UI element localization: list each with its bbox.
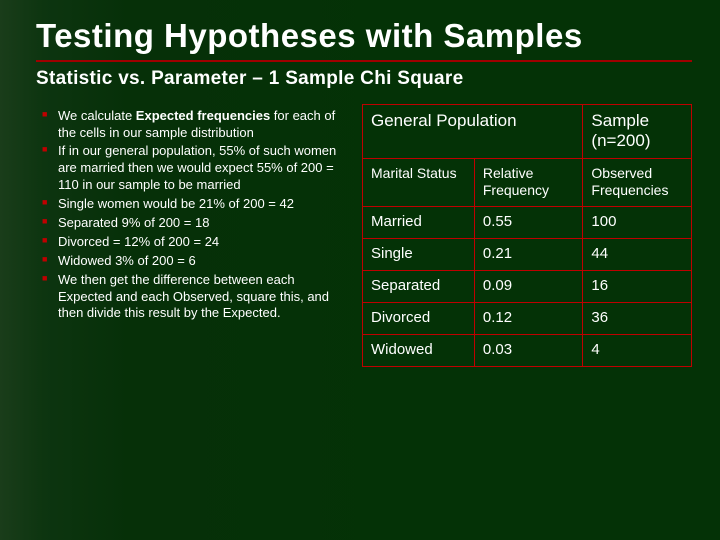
table-subheader-freq: Relative Frequency [474, 159, 583, 207]
page-subtitle: Statistic vs. Parameter – 1 Sample Chi S… [36, 68, 692, 90]
cell-freq: 0.09 [474, 271, 583, 303]
table-row: Married 0.55 100 [363, 207, 692, 239]
bullet-text: We then get the difference between each … [58, 272, 329, 321]
bullet-text: Widowed 3% of 200 = 6 [58, 253, 196, 268]
bullet-item: We calculate Expected frequencies for ea… [36, 108, 348, 142]
table-subheader-row: Marital Status Relative Frequency Observ… [363, 159, 692, 207]
bullet-text-prefix: We calculate [58, 108, 136, 123]
data-table: General Population Sample (n=200) Marita… [362, 104, 692, 367]
bullet-list: We calculate Expected frequencies for ea… [36, 104, 348, 367]
title-divider [36, 60, 692, 62]
bullet-item: Separated 9% of 200 = 18 [36, 215, 348, 232]
table-header-general-population: General Population [363, 104, 583, 159]
cell-status: Divorced [363, 303, 475, 335]
data-table-wrap: General Population Sample (n=200) Marita… [362, 104, 692, 367]
bullet-text: Single women would be 21% of 200 = 42 [58, 196, 294, 211]
bullet-item: If in our general population, 55% of suc… [36, 143, 348, 194]
table-subheader-obs: Observed Frequencies [583, 159, 692, 207]
cell-obs: 16 [583, 271, 692, 303]
bullet-item: Widowed 3% of 200 = 6 [36, 253, 348, 270]
bullet-item: Divorced = 12% of 200 = 24 [36, 234, 348, 251]
cell-obs: 44 [583, 239, 692, 271]
cell-obs: 36 [583, 303, 692, 335]
bullet-text: If in our general population, 55% of suc… [58, 143, 336, 192]
bullet-item: Single women would be 21% of 200 = 42 [36, 196, 348, 213]
table-header-sample: Sample (n=200) [583, 104, 692, 159]
cell-status: Married [363, 207, 475, 239]
slide: Testing Hypotheses with Samples Statisti… [0, 0, 720, 540]
table-row: Divorced 0.12 36 [363, 303, 692, 335]
cell-status: Separated [363, 271, 475, 303]
cell-obs: 4 [583, 335, 692, 367]
cell-freq: 0.21 [474, 239, 583, 271]
cell-status: Widowed [363, 335, 475, 367]
table-subheader-status: Marital Status [363, 159, 475, 207]
bullet-text: Separated 9% of 200 = 18 [58, 215, 209, 230]
cell-obs: 100 [583, 207, 692, 239]
content-row: We calculate Expected frequencies for ea… [36, 104, 692, 367]
bullet-text: Divorced = 12% of 200 = 24 [58, 234, 219, 249]
cell-freq: 0.55 [474, 207, 583, 239]
table-row: Separated 0.09 16 [363, 271, 692, 303]
table-header-row: General Population Sample (n=200) [363, 104, 692, 159]
cell-freq: 0.03 [474, 335, 583, 367]
table-row: Widowed 0.03 4 [363, 335, 692, 367]
table-row: Single 0.21 44 [363, 239, 692, 271]
bullet-item: We then get the difference between each … [36, 272, 348, 323]
bullet-text-bold: Expected frequencies [136, 108, 270, 123]
page-title: Testing Hypotheses with Samples [36, 18, 692, 54]
cell-status: Single [363, 239, 475, 271]
cell-freq: 0.12 [474, 303, 583, 335]
